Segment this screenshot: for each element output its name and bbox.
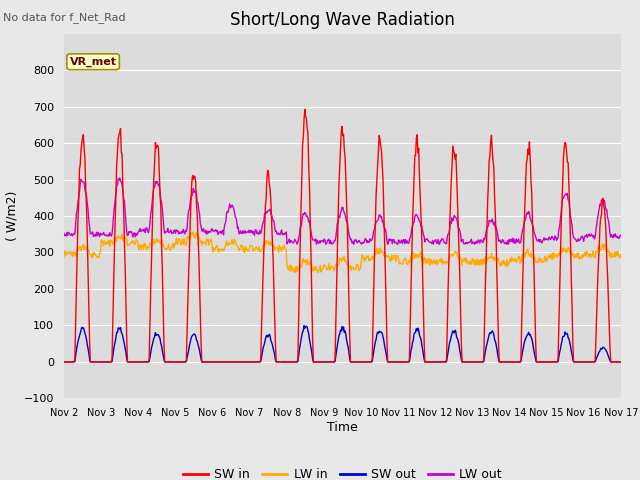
Text: VR_met: VR_met: [70, 57, 116, 67]
Title: Short/Long Wave Radiation: Short/Long Wave Radiation: [230, 11, 455, 29]
Text: No data for f_Net_Rad: No data for f_Net_Rad: [3, 12, 126, 23]
X-axis label: Time: Time: [327, 421, 358, 434]
Legend: SW in, LW in, SW out, LW out: SW in, LW in, SW out, LW out: [178, 463, 507, 480]
Y-axis label: ( W/m2): ( W/m2): [5, 191, 19, 241]
